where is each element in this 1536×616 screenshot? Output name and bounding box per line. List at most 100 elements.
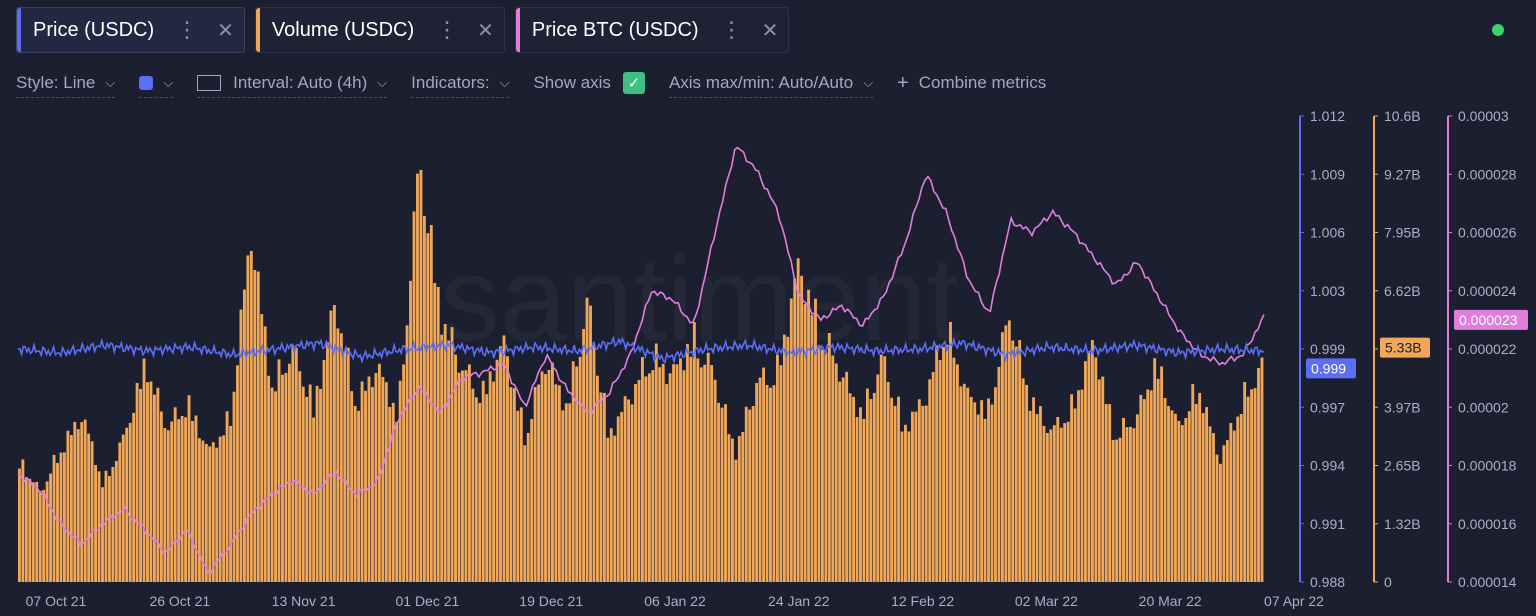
volume-bar: [865, 388, 869, 582]
volume-bar: [997, 366, 1001, 582]
plus-icon: +: [897, 71, 909, 94]
last-value-badge: [1380, 337, 1430, 358]
volume-bar: [239, 309, 243, 582]
volume-bar: [831, 355, 835, 582]
more-options-icon[interactable]: ⋮: [436, 17, 458, 42]
volume-bar: [931, 371, 935, 582]
volume-bar: [374, 373, 378, 582]
volume-bar: [959, 386, 963, 582]
more-options-icon[interactable]: ⋮: [176, 17, 198, 42]
checkmark-icon[interactable]: ✓: [622, 72, 645, 94]
chevron-down-icon: ⌵: [163, 74, 174, 90]
tab-color-bar: [515, 8, 520, 52]
volume-bar: [1125, 427, 1129, 582]
axis-range-dropdown[interactable]: Axis max/min: Auto/Auto ⌵: [668, 68, 874, 98]
volume-bar: [76, 429, 80, 582]
volume-bar: [274, 391, 277, 582]
volume-bar: [1059, 427, 1063, 582]
close-icon[interactable]: ✕: [761, 19, 779, 42]
volume-bar: [724, 404, 727, 582]
volume-bar: [471, 388, 475, 582]
volume-bar: [679, 358, 682, 582]
interval-dropdown[interactable]: Interval: Auto (4h) ⌵: [197, 68, 388, 98]
volume-bar: [1011, 340, 1015, 582]
volume-bar: [928, 379, 932, 582]
volume-bar: [56, 463, 59, 582]
volume-bar: [152, 394, 156, 582]
volume-bar: [1052, 425, 1056, 582]
volume-bars: [18, 170, 1264, 582]
show-axis-toggle[interactable]: Show axis ✓: [533, 68, 645, 98]
tab-label: Price (USDC): [33, 18, 155, 41]
volume-bar: [159, 411, 163, 582]
volume-bar: [502, 335, 506, 582]
volume-bar: [229, 425, 232, 582]
volume-bar: [568, 403, 572, 582]
style-dropdown[interactable]: Style: Line ⌵: [16, 68, 116, 98]
volume-bar: [1014, 346, 1018, 582]
volume-bar: [859, 407, 862, 582]
volume-bar: [461, 370, 464, 582]
volume-bar: [232, 391, 236, 582]
volume-bar: [1139, 394, 1143, 582]
volume-bar: [499, 346, 502, 582]
volume-bar: [561, 410, 565, 582]
volume-bar: [322, 359, 326, 582]
color-dropdown[interactable]: ⌵: [139, 68, 174, 98]
tab-label: Price BTC (USDC): [531, 18, 699, 41]
volume-bar: [661, 363, 665, 582]
volume-bar: [236, 365, 239, 582]
more-options-icon[interactable]: ⋮: [720, 17, 743, 42]
volume-bar: [641, 357, 644, 582]
volume-bar: [97, 471, 101, 582]
volume-bar: [1087, 351, 1091, 582]
volume-bar: [554, 384, 558, 582]
volume-bar: [24, 477, 28, 582]
volume-bar: [793, 278, 797, 582]
tab-volume-usdc[interactable]: Volume (USDC) ⋮ ✕: [254, 7, 505, 53]
volume-bar: [1122, 417, 1125, 582]
volume-bar: [717, 402, 720, 582]
close-icon[interactable]: ✕: [477, 19, 494, 42]
volume-bar: [284, 373, 288, 582]
volume-bar: [924, 405, 928, 582]
volume-bar: [156, 387, 160, 582]
volume-bar: [571, 361, 575, 582]
volume-bar: [769, 387, 772, 582]
volume-bar: [422, 215, 426, 582]
axis-tick-label: 0.000014: [1458, 574, 1517, 590]
indicators-dropdown[interactable]: Indicators: ⌵: [411, 68, 510, 98]
volume-bar: [910, 411, 914, 582]
volume-bar: [696, 358, 700, 582]
volume-bar: [917, 399, 921, 582]
volume-bar: [1174, 413, 1177, 582]
volume-bar: [647, 373, 651, 582]
volume-bar: [1066, 421, 1070, 582]
volume-bar: [1118, 437, 1122, 582]
volume-bar: [42, 489, 46, 582]
volume-bar: [1236, 416, 1240, 582]
volume-bar: [685, 344, 689, 582]
volume-bar: [772, 385, 776, 582]
volume-bar: [1205, 407, 1209, 582]
volume-bar: [1056, 417, 1060, 582]
volume-bar: [820, 349, 824, 582]
volume-bar: [180, 416, 184, 582]
volume-bar: [332, 305, 336, 582]
volume-bar: [620, 411, 624, 582]
volume-bar: [326, 342, 329, 582]
volume-bar: [523, 445, 527, 582]
volume-bar: [184, 417, 187, 582]
tab-price-usdc[interactable]: Price (USDC) ⋮ ✕: [16, 7, 245, 53]
volume-bar: [1191, 384, 1195, 582]
volume-bar: [177, 419, 181, 582]
close-icon[interactable]: ✕: [217, 19, 234, 42]
volume-bar: [253, 270, 257, 582]
volume-bar: [727, 434, 731, 582]
tab-price-btc-usdc[interactable]: Price BTC (USDC) ⋮ ✕: [514, 7, 790, 53]
combine-metrics-button[interactable]: + Combine metrics: [897, 68, 1046, 98]
volume-bar: [1212, 433, 1215, 582]
volume-bar: [426, 233, 430, 582]
volume-bar: [371, 387, 374, 582]
